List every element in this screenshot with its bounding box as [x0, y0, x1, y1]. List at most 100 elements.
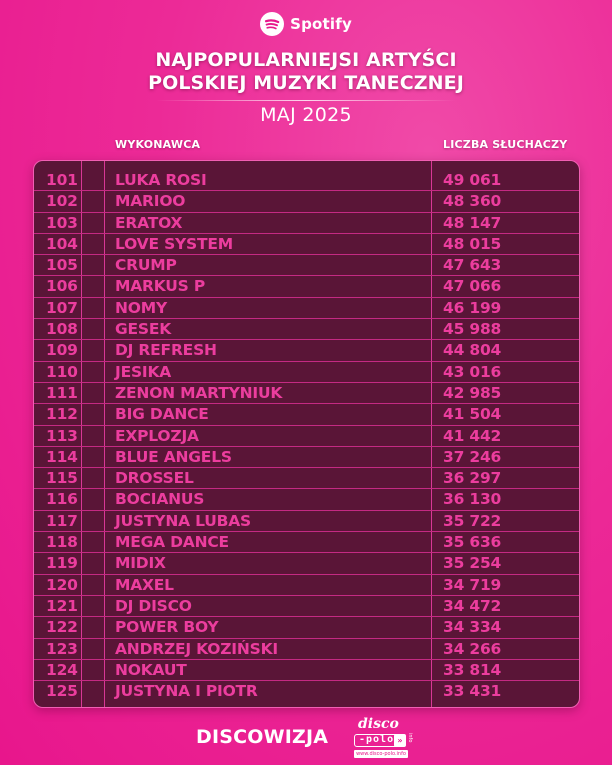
- artist-cell: DJ DISCO: [115, 596, 192, 615]
- rank-cell: 109: [46, 341, 78, 360]
- spotify-brand: Spotify: [0, 12, 612, 36]
- artist-cell: MARIOO: [115, 192, 186, 211]
- listeners-cell: 36 297: [443, 469, 502, 488]
- artist-cell: JESIKA: [115, 362, 172, 381]
- column-divider: [431, 161, 432, 707]
- listeners-cell: 48 360: [443, 192, 502, 211]
- discowizja-logo: DISCOWIZJA: [196, 726, 329, 748]
- artist-cell: LUKA ROSI: [115, 171, 207, 189]
- artist-cell: JUSTYNA LUBAS: [115, 511, 251, 530]
- rank-cell: 107: [46, 298, 78, 317]
- artist-cell: BOCIANUS: [115, 490, 205, 509]
- forward-arrows-icon: »: [394, 734, 406, 747]
- artist-cell: ERATOX: [115, 213, 183, 232]
- listeners-cell: 33 814: [443, 660, 502, 679]
- listeners-cell: 35 722: [443, 511, 502, 530]
- table-row: 108 GESEK 45 988: [34, 319, 579, 341]
- listeners-cell: 35 636: [443, 533, 502, 552]
- rank-cell: 108: [46, 320, 78, 339]
- rank-cell: 121: [46, 596, 78, 615]
- table-row: 114 BLUE ANGELS 37 246: [34, 447, 579, 469]
- rank-cell: 111: [46, 383, 78, 402]
- artist-cell: POWER BOY: [115, 618, 219, 637]
- artist-cell: MAXEL: [115, 575, 174, 594]
- artist-cell: LOVE SYSTEM: [115, 234, 234, 253]
- artist-cell: NOKAUT: [115, 660, 187, 679]
- disco-polo-info-logo: disco -polo » info www.disco-polo.info: [352, 716, 413, 760]
- table-row: 111 ZENON MARTYNIUK 42 985: [34, 383, 579, 405]
- column-header-listeners: LICZBA SŁUCHACZY: [443, 138, 568, 151]
- rank-cell: 118: [46, 533, 78, 552]
- listeners-cell: 36 130: [443, 490, 502, 509]
- rank-cell: 116: [46, 490, 78, 509]
- page-title: NAJPOPULARNIEJSI ARTYŚCI POLSKIEJ MUZYKI…: [0, 49, 612, 95]
- column-divider: [81, 161, 82, 707]
- rank-cell: 103: [46, 213, 78, 232]
- listeners-cell: 34 334: [443, 618, 502, 637]
- logo-info-text: info: [407, 733, 413, 743]
- listeners-cell: 41 442: [443, 426, 502, 445]
- artist-cell: CRUMP: [115, 256, 177, 275]
- table-row: 112 BIG DANCE 41 504: [34, 404, 579, 426]
- table-row: 106 MARKUS P 47 066: [34, 276, 579, 298]
- table-body: 101 LUKA ROSI 49 061 102 MARIOO 48 360 103 ERAT…: [34, 170, 579, 702]
- listeners-cell: 49 061: [443, 171, 502, 189]
- rank-cell: 120: [46, 575, 78, 594]
- table-row: 124 NOKAUT 33 814: [34, 660, 579, 682]
- table-row: 102 MARIOO 48 360: [34, 191, 579, 213]
- listeners-cell: 48 015: [443, 234, 502, 253]
- table-row: 117 JUSTYNA LUBAS 35 722: [34, 511, 579, 533]
- table-row: 115 DROSSEL 36 297: [34, 468, 579, 490]
- listeners-cell: 45 988: [443, 320, 502, 339]
- artist-cell: NOMY: [115, 298, 167, 317]
- column-divider: [104, 161, 105, 707]
- table-row: 104 LOVE SYSTEM 48 015: [34, 234, 579, 256]
- artist-cell: BLUE ANGELS: [115, 447, 232, 466]
- listeners-cell: 42 985: [443, 383, 502, 402]
- spotify-wordmark: Spotify: [290, 15, 352, 33]
- rank-cell: 101: [46, 171, 78, 189]
- artist-cell: MIDIX: [115, 554, 166, 573]
- rank-cell: 113: [46, 426, 78, 445]
- rank-cell: 112: [46, 405, 78, 424]
- artist-cell: MARKUS P: [115, 277, 205, 296]
- artist-cell: GESEK: [115, 320, 172, 339]
- listeners-cell: 34 472: [443, 596, 502, 615]
- artist-cell: MEGA DANCE: [115, 533, 229, 552]
- listeners-cell: 37 246: [443, 447, 502, 466]
- rank-cell: 123: [46, 639, 78, 658]
- rank-cell: 117: [46, 511, 78, 530]
- table-row: 113 EXPLOZJA 41 442: [34, 426, 579, 447]
- listeners-cell: 35 254: [443, 554, 502, 573]
- listeners-cell: 34 719: [443, 575, 502, 594]
- rank-cell: 124: [46, 660, 78, 679]
- table-row: 103 ERATOX 48 147: [34, 213, 579, 234]
- listeners-cell: 47 066: [443, 277, 502, 296]
- table-row: 107 NOMY 46 199: [34, 298, 579, 320]
- listeners-cell: 33 431: [443, 682, 502, 701]
- artist-cell: EXPLOZJA: [115, 426, 199, 445]
- rank-cell: 125: [46, 682, 78, 701]
- table-row: 118 MEGA DANCE 35 636: [34, 532, 579, 554]
- table-row: 105 CRUMP 47 643: [34, 255, 579, 277]
- rank-cell: 115: [46, 469, 78, 488]
- rank-cell: 105: [46, 256, 78, 275]
- logo-url-text: www.disco-polo.info: [354, 750, 408, 758]
- listeners-cell: 43 016: [443, 362, 502, 381]
- listeners-cell: 44 804: [443, 341, 502, 360]
- table-row: 122 POWER BOY 34 334: [34, 617, 579, 639]
- rank-cell: 119: [46, 554, 78, 573]
- rank-cell: 114: [46, 447, 78, 466]
- artist-cell: DJ REFRESH: [115, 341, 217, 360]
- rank-cell: 122: [46, 618, 78, 637]
- artist-cell: BIG DANCE: [115, 405, 209, 424]
- title-divider: [156, 100, 456, 101]
- artist-cell: JUSTYNA I PIOTR: [115, 682, 258, 701]
- title-line-2: POLSKIEJ MUZYKI TANECZNEJ: [148, 72, 464, 94]
- logo-polo-text: -polo: [354, 734, 400, 747]
- table-row: 116 BOCIANUS 36 130: [34, 489, 579, 511]
- table-row: 109 DJ REFRESH 44 804: [34, 340, 579, 362]
- title-line-1: NAJPOPULARNIEJSI ARTYŚCI: [155, 49, 457, 71]
- listeners-cell: 34 266: [443, 639, 502, 658]
- table-row: 101 LUKA ROSI 49 061: [34, 170, 579, 192]
